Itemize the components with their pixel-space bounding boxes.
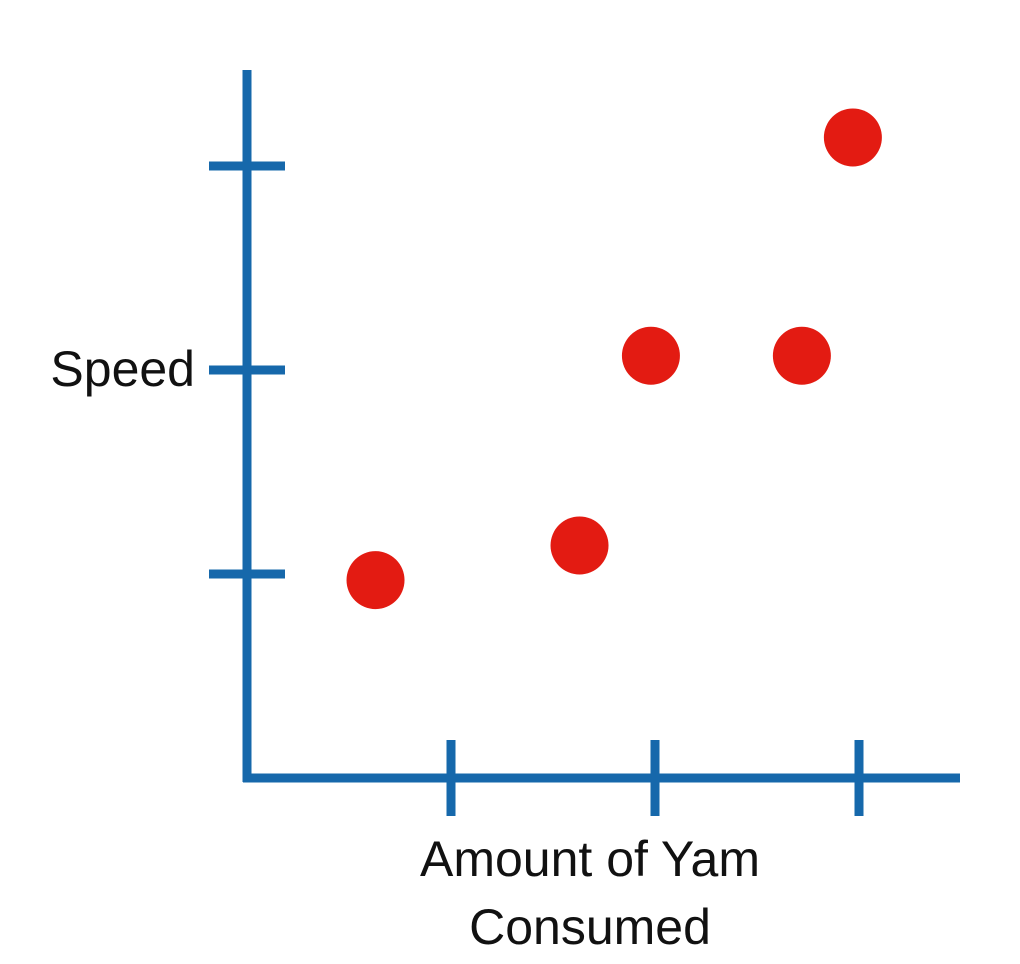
y-axis-title: Speed [50, 341, 195, 397]
data-point-5 [823, 108, 882, 167]
data-point-1 [346, 551, 405, 610]
data-point-4 [772, 326, 831, 385]
x-axis-title-line-2: Consumed [469, 899, 711, 955]
data-point-2 [550, 516, 609, 575]
x-axis-ticks [446, 740, 864, 816]
x-axis-title: Amount of Yam Consumed [420, 831, 760, 955]
data-points [346, 108, 882, 610]
y-axis-ticks [209, 161, 285, 579]
x-axis-title-line-1: Amount of Yam [420, 831, 760, 887]
data-point-3 [621, 326, 680, 385]
